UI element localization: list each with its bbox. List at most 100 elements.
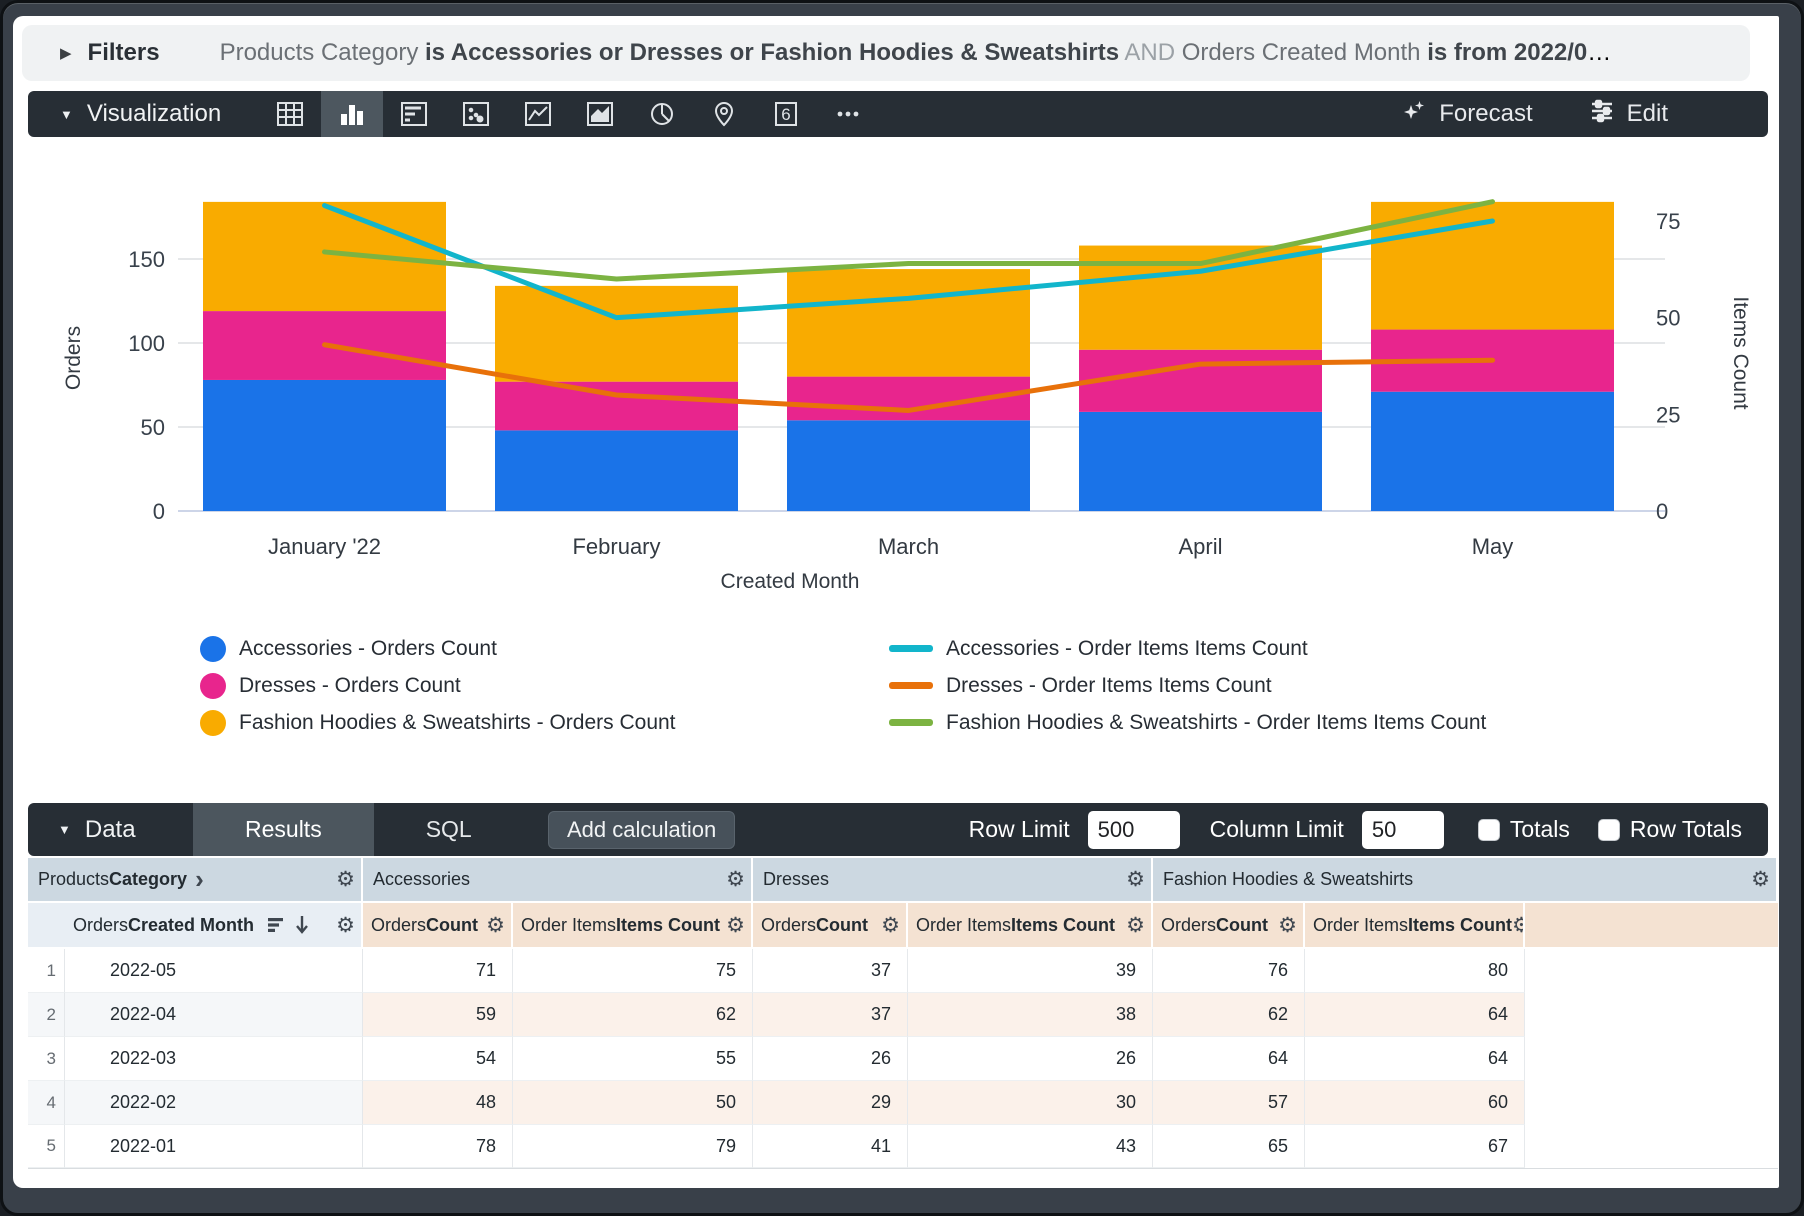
value-cell[interactable]: 43: [908, 1125, 1153, 1168]
month-cell[interactable]: 2022-04: [65, 993, 363, 1037]
gear-icon[interactable]: ⚙: [336, 913, 355, 937]
bar-segment[interactable]: [495, 285, 738, 382]
value-cell[interactable]: 26: [908, 1037, 1153, 1081]
tab-results[interactable]: Results: [193, 803, 374, 856]
measure-column-header[interactable]: Orders Count ⚙: [753, 903, 908, 949]
single-value-icon[interactable]: 6: [755, 91, 817, 137]
area-chart-icon[interactable]: [569, 91, 631, 137]
row-totals-checkbox[interactable]: [1597, 818, 1620, 841]
value-cell[interactable]: 57: [1153, 1081, 1305, 1125]
bar-segment[interactable]: [203, 379, 446, 511]
measure-column-header[interactable]: Order Items Items Count⚙: [908, 903, 1153, 949]
value-cell[interactable]: 50: [513, 1081, 753, 1125]
value-cell[interactable]: 80: [1305, 949, 1525, 993]
bar-chart-icon[interactable]: [383, 91, 445, 137]
scatter-chart-icon[interactable]: [445, 91, 507, 137]
add-calculation-button[interactable]: Add calculation: [548, 811, 736, 849]
map-chart-icon[interactable]: [693, 91, 755, 137]
line-series[interactable]: [322, 342, 1495, 413]
value-cell[interactable]: 71: [363, 949, 513, 993]
measure-column-header[interactable]: Orders Count ⚙: [1153, 903, 1305, 949]
edit-button[interactable]: Edit: [1589, 98, 1668, 131]
gear-icon[interactable]: ⚙: [1278, 913, 1297, 937]
value-cell[interactable]: 38: [908, 993, 1153, 1037]
legend-item[interactable]: Accessories - Orders Count: [200, 630, 676, 667]
bar-segment[interactable]: [1079, 411, 1322, 511]
bar-segment[interactable]: [787, 420, 1030, 511]
value-cell[interactable]: 76: [1153, 949, 1305, 993]
value-cell[interactable]: 48: [363, 1081, 513, 1125]
value-cell[interactable]: 65: [1153, 1125, 1305, 1168]
pivot-value-header[interactable]: Accessories ⚙: [363, 858, 753, 903]
legend-item[interactable]: Fashion Hoodies & Sweatshirts - Orders C…: [200, 704, 676, 741]
bar-segment[interactable]: [1079, 349, 1322, 412]
value-cell[interactable]: 37: [753, 993, 908, 1037]
more-options-icon[interactable]: [817, 91, 879, 137]
bar-segment[interactable]: [495, 381, 738, 431]
value-cell[interactable]: 59: [363, 993, 513, 1037]
value-cell[interactable]: 62: [1153, 993, 1305, 1037]
gear-icon[interactable]: ⚙: [881, 913, 900, 937]
value-cell[interactable]: 60: [1305, 1081, 1525, 1125]
dimension-column-header[interactable]: Orders Created Month ⚙: [28, 903, 363, 949]
gear-icon[interactable]: ⚙: [1126, 868, 1145, 891]
value-cell[interactable]: 75: [513, 949, 753, 993]
expand-pivot-icon[interactable]: ›: [195, 864, 204, 894]
gear-icon[interactable]: ⚙: [486, 913, 505, 937]
month-cell[interactable]: 2022-03: [65, 1037, 363, 1081]
month-cell[interactable]: 2022-02: [65, 1081, 363, 1125]
bar-segment[interactable]: [787, 269, 1030, 377]
filters-bar[interactable]: ▶ Filters Products Category is Accessori…: [22, 25, 1750, 81]
gear-icon[interactable]: ⚙: [726, 913, 745, 937]
bar-segment[interactable]: [1371, 391, 1614, 511]
legend-item[interactable]: Fashion Hoodies & Sweatshirts - Order It…: [889, 704, 1486, 741]
pivot-dimension-header[interactable]: Products Category › ⚙: [28, 858, 363, 903]
gear-icon[interactable]: ⚙: [1751, 868, 1770, 891]
column-chart-icon[interactable]: [321, 91, 383, 137]
collapse-data-icon[interactable]: ▼: [58, 822, 71, 837]
value-cell[interactable]: 79: [513, 1125, 753, 1168]
value-cell[interactable]: 30: [908, 1081, 1153, 1125]
gear-icon[interactable]: ⚙: [1126, 913, 1145, 937]
measure-column-header[interactable]: Order Items Items Count⚙: [1305, 903, 1525, 949]
value-cell[interactable]: 64: [1305, 1037, 1525, 1081]
value-cell[interactable]: 41: [753, 1125, 908, 1168]
value-cell[interactable]: 26: [753, 1037, 908, 1081]
value-cell[interactable]: 62: [513, 993, 753, 1037]
value-cell[interactable]: 67: [1305, 1125, 1525, 1168]
measure-column-header[interactable]: Orders Count ⚙: [363, 903, 513, 949]
measure-column-header[interactable]: Order Items Items Count⚙: [513, 903, 753, 949]
tab-sql[interactable]: SQL: [425, 816, 472, 842]
value-cell[interactable]: 64: [1305, 993, 1525, 1037]
bar-segment[interactable]: [495, 430, 738, 511]
value-cell[interactable]: 78: [363, 1125, 513, 1168]
collapse-visualization-icon[interactable]: ▼: [60, 106, 73, 122]
gear-icon[interactable]: ⚙: [1512, 915, 1523, 936]
pie-chart-icon[interactable]: [631, 91, 693, 137]
totals-checkbox[interactable]: [1477, 818, 1500, 841]
value-cell[interactable]: 39: [908, 949, 1153, 993]
expand-filters-icon[interactable]: ▶: [60, 45, 72, 62]
value-cell[interactable]: 64: [1153, 1037, 1305, 1081]
column-limit-input[interactable]: [1361, 810, 1444, 849]
value-cell[interactable]: 54: [363, 1037, 513, 1081]
table-chart-icon[interactable]: [259, 91, 321, 137]
line-chart-icon[interactable]: [507, 91, 569, 137]
month-cell[interactable]: 2022-05: [65, 949, 363, 993]
line-series[interactable]: [322, 199, 1495, 282]
forecast-button[interactable]: Forecast: [1401, 98, 1533, 131]
line-series[interactable]: [322, 203, 1495, 321]
pivot-value-header[interactable]: Fashion Hoodies & Sweatshirts ⚙: [1153, 858, 1778, 903]
row-limit-input[interactable]: [1087, 810, 1180, 849]
legend-item[interactable]: Dresses - Orders Count: [200, 667, 676, 704]
value-cell[interactable]: 29: [753, 1081, 908, 1125]
pivot-value-header[interactable]: Dresses ⚙: [753, 858, 1153, 903]
month-cell[interactable]: 2022-01: [65, 1125, 363, 1168]
gear-icon[interactable]: ⚙: [726, 868, 745, 891]
value-cell[interactable]: 37: [753, 949, 908, 993]
value-cell[interactable]: 55: [513, 1037, 753, 1081]
gear-icon[interactable]: ⚙: [336, 868, 355, 891]
bar-segment[interactable]: [203, 201, 446, 312]
legend-item[interactable]: Accessories - Order Items Items Count: [889, 630, 1486, 667]
legend-item[interactable]: Dresses - Order Items Items Count: [889, 667, 1486, 704]
